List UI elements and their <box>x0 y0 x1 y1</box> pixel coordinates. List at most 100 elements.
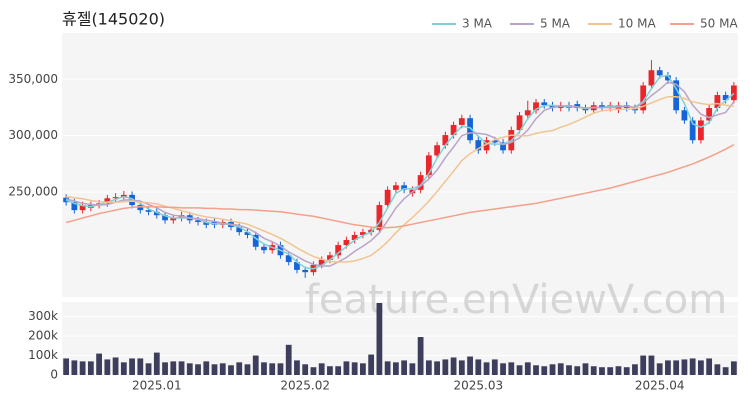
volume-bar <box>327 366 333 375</box>
volume-bar <box>665 360 671 375</box>
volume-bar <box>673 360 680 375</box>
volume-bar <box>722 367 729 375</box>
volume-bar <box>335 366 342 375</box>
volume-bar <box>475 359 482 375</box>
candle-body <box>524 110 531 116</box>
candle-body <box>714 95 721 109</box>
candle-body <box>425 155 432 176</box>
candle-body <box>516 115 523 131</box>
candle-body <box>574 104 581 109</box>
volume-bar <box>186 363 193 375</box>
volume-bar <box>244 364 251 375</box>
volume-bar <box>129 358 135 375</box>
legend-label: 3 MA <box>462 17 493 31</box>
volume-bar <box>203 361 210 375</box>
volume-bar <box>648 355 655 375</box>
volume-bar <box>120 362 127 375</box>
candle-body <box>392 185 399 190</box>
volume-bar <box>689 358 696 375</box>
volume-bar <box>458 360 465 375</box>
volume-bar <box>178 361 185 375</box>
y-tick-label: 100k <box>28 348 58 362</box>
candle-body <box>475 140 482 151</box>
volume-bar <box>607 367 614 375</box>
volume-bar <box>730 361 737 375</box>
candle-body <box>195 220 201 222</box>
y-tick-label: 200k <box>28 329 58 343</box>
candle-body <box>599 105 605 109</box>
volume-bar <box>640 355 647 375</box>
candle-body <box>500 142 506 151</box>
volume-bar <box>524 362 531 375</box>
y-tick-label: 0 <box>50 368 58 382</box>
volume-bar <box>368 354 375 375</box>
candle-body <box>698 120 704 141</box>
volume-bar <box>698 360 704 375</box>
y-tick-label: 300,000 <box>8 128 58 142</box>
volume-bar <box>557 363 564 375</box>
volume-bar <box>541 366 548 375</box>
candle-body <box>351 234 358 241</box>
volume-bar <box>170 361 177 375</box>
candle-body <box>401 185 408 190</box>
volume-bar <box>261 362 267 375</box>
candle-body <box>541 102 548 106</box>
candle-body <box>656 70 663 76</box>
candle-body <box>376 205 383 230</box>
volume-bar <box>508 362 515 375</box>
volume-bar <box>236 362 243 375</box>
volume-bar <box>376 302 383 375</box>
candle-body <box>458 118 465 125</box>
candle-body <box>434 145 440 156</box>
x-tick-label: 2025.01 <box>132 379 182 393</box>
plot-background <box>62 33 738 297</box>
candle-body <box>343 240 350 246</box>
candle-body <box>236 227 243 233</box>
candle-body <box>384 189 391 206</box>
volume-bar <box>566 365 572 375</box>
volume-bar <box>615 366 622 375</box>
volume-bar <box>500 363 506 375</box>
candle-body <box>730 85 737 101</box>
volume-bar <box>409 363 416 375</box>
candle-body <box>417 175 424 190</box>
volume-bar <box>442 359 449 375</box>
volume-bar <box>112 357 119 375</box>
volume-bar <box>252 355 259 375</box>
volume-bar <box>401 360 408 375</box>
volume-bar <box>483 362 490 375</box>
volume-bar <box>310 367 317 375</box>
candle-body <box>648 70 655 86</box>
volume-bar <box>211 364 218 375</box>
x-tick-label: 2025.04 <box>635 379 685 393</box>
volume-bar <box>104 359 111 375</box>
volume-bar <box>269 363 276 375</box>
volume-bar <box>351 362 358 375</box>
chart-title: 휴젤(145020) <box>62 10 165 29</box>
volume-bar <box>417 337 424 375</box>
volume-bar <box>277 363 284 375</box>
legend-label: 10 MA <box>618 17 656 31</box>
volume-bar <box>79 361 86 375</box>
volume-bar <box>195 364 201 375</box>
y-tick-label: 350,000 <box>8 72 58 86</box>
volume-bar <box>285 344 292 375</box>
candle-body <box>442 135 449 146</box>
volume-bar <box>450 357 457 375</box>
candle-body <box>665 75 671 81</box>
candle-body <box>681 110 688 121</box>
candle-body <box>640 85 647 111</box>
candle-body <box>360 232 366 235</box>
volume-bar <box>714 364 721 375</box>
candle-body <box>261 246 267 251</box>
candle-body <box>549 105 556 109</box>
volume-bar <box>96 353 102 375</box>
candle-body <box>327 255 333 260</box>
y-tick-label: 250,000 <box>8 185 58 199</box>
volume-bar <box>145 363 152 375</box>
volume-bar <box>491 359 498 375</box>
volume-bar <box>623 367 630 375</box>
candle-body <box>294 262 300 270</box>
candle-body <box>673 80 680 111</box>
